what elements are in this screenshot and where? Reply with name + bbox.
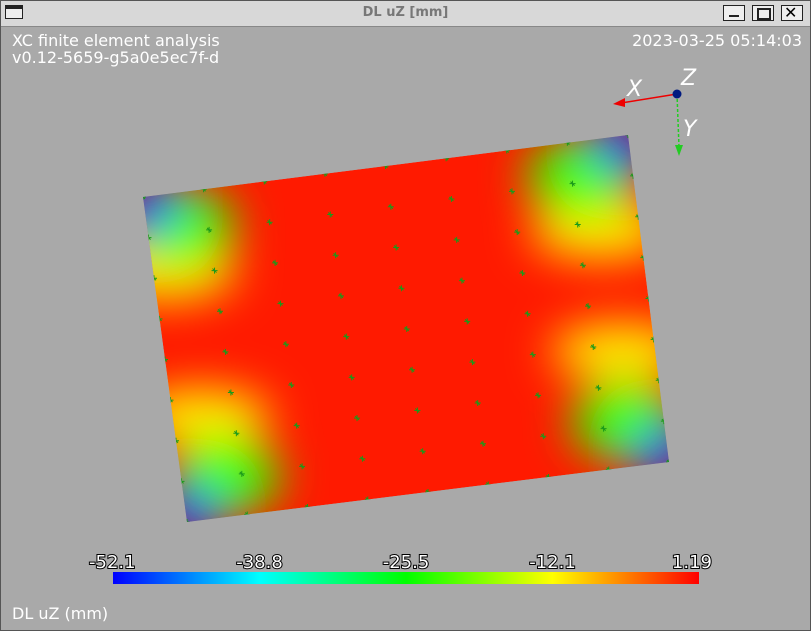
mesh-node: [233, 430, 240, 437]
mesh-node: [222, 348, 229, 355]
mesh-node: [354, 415, 361, 422]
window-title: DL uZ [mm]: [362, 5, 449, 20]
mesh-node: [479, 440, 486, 447]
mesh-node: [206, 226, 213, 233]
mesh-node: [569, 180, 576, 187]
mesh-node: [272, 259, 279, 266]
mesh-node: [519, 269, 526, 276]
minimize-button[interactable]: [723, 5, 745, 21]
color-bar-label: 1.19: [672, 552, 712, 573]
mesh-node: [327, 211, 334, 218]
mesh-node: [143, 194, 146, 200]
mesh-node: [293, 422, 300, 429]
color-bar: -52.1 -38.8 -25.5 -12.1 1.19 DL uZ (mm): [12, 551, 713, 623]
mesh-node: [387, 203, 394, 210]
color-bar-title: DL uZ (mm): [12, 604, 108, 623]
close-button[interactable]: ✕: [781, 3, 803, 22]
color-bar-label: -38.8: [236, 552, 283, 573]
mesh-node: [398, 285, 405, 292]
mesh-node: [238, 470, 245, 477]
y-axis-label: Y: [683, 117, 698, 142]
mesh-node: [535, 392, 542, 399]
mesh-node: [585, 303, 592, 310]
mesh-node: [600, 425, 607, 432]
render-view: XC finite element analysis v0.12-5659-g5…: [12, 31, 802, 623]
mesh-node: [469, 359, 476, 366]
mesh-node: [266, 219, 273, 226]
mesh-node: [419, 448, 426, 455]
timestamp: 2023-03-25 05:14:03: [632, 31, 802, 50]
menu-button[interactable]: [5, 5, 23, 19]
mesh-node: [414, 407, 421, 414]
mesh-node: [508, 188, 515, 195]
mesh-node: [514, 229, 521, 236]
mesh-node: [282, 341, 289, 348]
z-axis-label: Z: [680, 66, 697, 91]
mesh-node: [595, 384, 602, 391]
mesh-node: [299, 463, 306, 470]
mesh-node: [359, 455, 366, 462]
program-name: XC finite element analysis: [12, 31, 220, 50]
mesh-node: [579, 262, 586, 269]
mesh-node: [288, 381, 295, 388]
mesh-node: [458, 277, 465, 284]
mesh-node: [393, 244, 400, 251]
mesh-node: [409, 366, 416, 373]
x-axis-label: X: [626, 77, 643, 102]
version: v0.12-5659-g5a0e5ec7f-d: [12, 48, 219, 67]
contour-plot: [143, 135, 669, 522]
mesh-node: [574, 221, 581, 228]
mesh-node: [216, 308, 223, 315]
maximize-button[interactable]: [752, 5, 774, 21]
mesh-node: [332, 252, 339, 259]
mesh-node: [464, 318, 471, 325]
mesh-node: [540, 433, 547, 440]
axes-triad: X Z Y: [613, 66, 698, 156]
mesh-node: [227, 389, 234, 396]
mesh-node: [277, 300, 284, 307]
mesh-node: [403, 326, 410, 332]
mesh-node: [590, 343, 597, 350]
color-bar-label: -25.5: [383, 552, 430, 573]
mesh-node: [348, 374, 355, 381]
mesh-node: [337, 292, 344, 299]
mesh-node: [448, 196, 455, 203]
mesh-node: [524, 310, 531, 317]
color-bar-label: -12.1: [529, 552, 576, 573]
mesh-node: [211, 267, 218, 274]
color-bar-label: -52.1: [89, 552, 136, 573]
mesh-node: [343, 333, 350, 340]
mesh-node: [666, 459, 669, 465]
mesh-node: [453, 236, 460, 243]
mesh-node: [529, 351, 536, 358]
mesh-node: [474, 399, 481, 406]
title-bar: DL uZ [mm] ✕: [1, 1, 810, 27]
